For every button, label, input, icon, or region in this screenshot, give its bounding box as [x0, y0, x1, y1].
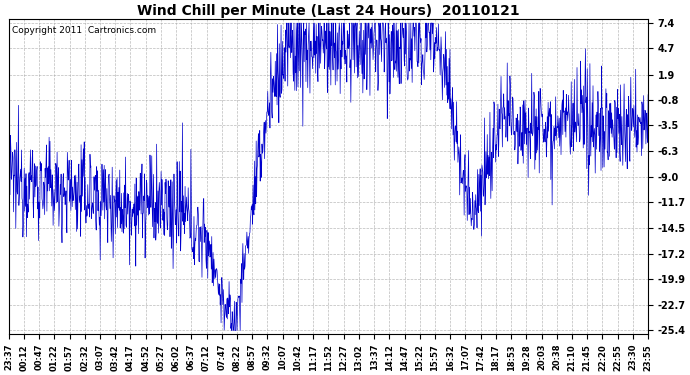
Text: Copyright 2011  Cartronics.com: Copyright 2011 Cartronics.com [12, 26, 156, 34]
Title: Wind Chill per Minute (Last 24 Hours)  20110121: Wind Chill per Minute (Last 24 Hours) 20… [137, 4, 520, 18]
